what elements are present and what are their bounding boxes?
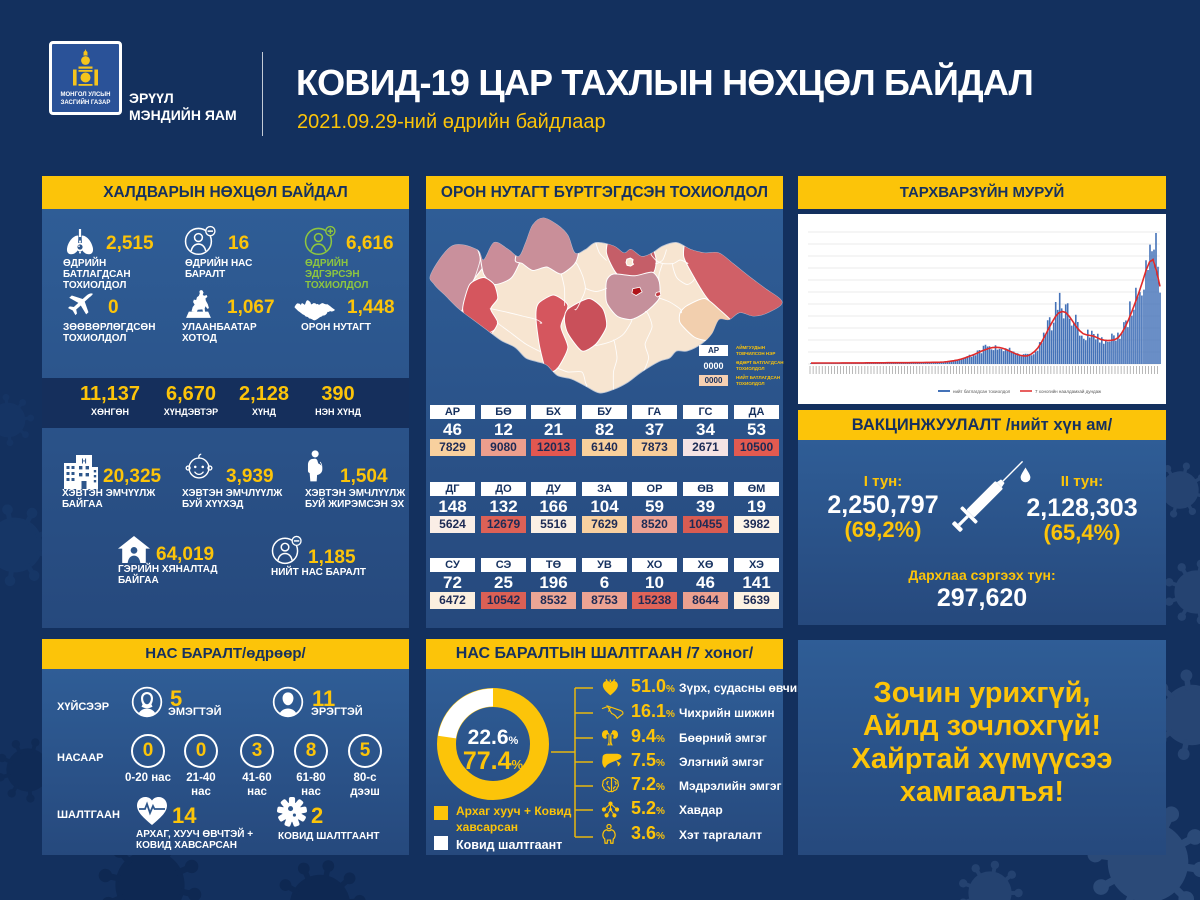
svg-text:7 хоногийн наалдамхай дундаж: 7 хоногийн наалдамхай дундаж: [1035, 388, 1101, 394]
svg-text:МОНГОЛ УЛСЫН: МОНГОЛ УЛСЫН: [61, 92, 111, 98]
svg-text:ЗАСГИЙН ГАЗАР: ЗАСГИЙН ГАЗАР: [61, 98, 111, 106]
svg-text:H: H: [81, 459, 86, 466]
svg-text:нийт батлагдсан тохиолдол: нийт батлагдсан тохиолдол: [953, 388, 1011, 394]
